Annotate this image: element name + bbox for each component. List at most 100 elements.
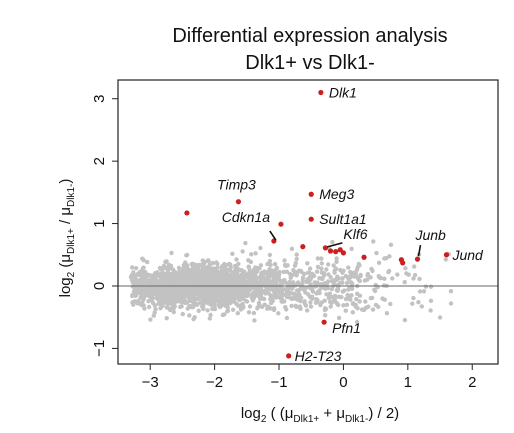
background-point bbox=[139, 269, 144, 274]
background-point bbox=[327, 291, 333, 296]
background-point bbox=[234, 257, 239, 262]
y-axis-ticks: −1 0 1 2 3 bbox=[91, 95, 118, 357]
background-point bbox=[354, 296, 359, 302]
background-point bbox=[199, 262, 204, 268]
background-point bbox=[266, 273, 271, 278]
background-point bbox=[336, 294, 342, 299]
x-axis-label: log2 ( (μDlk1+ + μDlk1-) / 2) bbox=[241, 405, 399, 425]
background-point bbox=[165, 273, 171, 278]
y-tick-label: −1 bbox=[91, 340, 108, 357]
gene-label: Timp3 bbox=[217, 177, 256, 193]
background-point bbox=[363, 305, 369, 310]
background-point bbox=[268, 262, 273, 268]
background-point bbox=[242, 286, 247, 291]
chart-title-line-1: Differential expression analysis bbox=[172, 25, 447, 47]
background-point bbox=[225, 308, 231, 313]
background-point bbox=[298, 295, 304, 301]
highlighted-point bbox=[308, 191, 314, 197]
highlighted-point bbox=[300, 244, 306, 250]
background-point bbox=[171, 309, 176, 315]
background-point bbox=[345, 292, 350, 298]
background-point bbox=[191, 316, 196, 322]
y-label-open: (μ bbox=[57, 254, 74, 272]
gene-label: Cdkn1a bbox=[222, 209, 270, 225]
background-point bbox=[289, 303, 294, 309]
background-point bbox=[198, 278, 203, 283]
background-point bbox=[294, 304, 299, 309]
background-point bbox=[287, 285, 292, 291]
background-point bbox=[237, 303, 242, 308]
background-point bbox=[448, 301, 454, 306]
background-point bbox=[262, 302, 267, 307]
background-point bbox=[223, 294, 229, 299]
background-point bbox=[207, 262, 212, 267]
background-point bbox=[214, 280, 219, 285]
background-point bbox=[277, 272, 282, 277]
background-point bbox=[335, 282, 341, 288]
background-point bbox=[199, 286, 205, 291]
background-point bbox=[412, 264, 417, 269]
background-point bbox=[197, 293, 202, 299]
background-point bbox=[169, 250, 174, 256]
highlighted-point bbox=[235, 199, 242, 205]
background-point bbox=[195, 302, 200, 307]
background-point bbox=[336, 276, 341, 281]
background-point bbox=[163, 285, 169, 290]
background-point bbox=[152, 284, 157, 290]
background-point bbox=[243, 292, 248, 297]
background-point bbox=[278, 286, 284, 291]
y-label-base: 2 bbox=[66, 271, 77, 277]
background-point bbox=[365, 273, 370, 278]
background-point bbox=[224, 263, 229, 268]
background-point bbox=[402, 280, 407, 285]
background-point bbox=[184, 252, 190, 258]
x-label-mid: + μ bbox=[319, 405, 345, 422]
background-point bbox=[285, 281, 290, 286]
background-point bbox=[390, 276, 395, 281]
background-point bbox=[173, 299, 178, 305]
background-point bbox=[180, 298, 186, 304]
background-point bbox=[144, 290, 149, 295]
background-point bbox=[335, 287, 341, 292]
background-point bbox=[148, 317, 153, 322]
background-point bbox=[217, 304, 223, 310]
background-point bbox=[227, 267, 233, 273]
background-point bbox=[133, 293, 138, 298]
background-point bbox=[315, 280, 320, 285]
background-point bbox=[354, 319, 360, 325]
background-point bbox=[196, 289, 202, 294]
background-point bbox=[220, 287, 225, 292]
background-point bbox=[258, 291, 263, 296]
background-point bbox=[349, 281, 355, 286]
background-point bbox=[212, 305, 217, 310]
background-point bbox=[343, 308, 348, 313]
background-point bbox=[178, 304, 183, 310]
highlighted-point bbox=[184, 210, 190, 216]
background-point bbox=[223, 303, 228, 308]
background-point bbox=[160, 278, 165, 283]
background-point bbox=[208, 312, 213, 318]
gene-label: Klf6 bbox=[343, 226, 367, 242]
background-point bbox=[365, 277, 370, 282]
background-point bbox=[220, 263, 225, 269]
background-point bbox=[224, 276, 229, 282]
y-tick-label: 0 bbox=[91, 282, 108, 290]
background-point bbox=[419, 304, 424, 309]
background-point bbox=[357, 278, 362, 284]
background-point bbox=[210, 290, 215, 296]
background-point bbox=[228, 289, 234, 295]
background-point bbox=[210, 266, 216, 271]
background-point bbox=[136, 298, 141, 304]
background-point bbox=[315, 264, 321, 270]
background-point bbox=[355, 291, 360, 296]
background-point bbox=[412, 272, 418, 278]
background-point bbox=[217, 276, 222, 281]
x-tick-label: 2 bbox=[468, 374, 476, 391]
background-point bbox=[205, 294, 211, 299]
background-point bbox=[251, 286, 256, 291]
x-tick-label: −1 bbox=[270, 374, 287, 391]
background-point bbox=[347, 285, 352, 290]
x-tick-label: 0 bbox=[339, 374, 347, 391]
highlighted-point bbox=[321, 319, 327, 325]
